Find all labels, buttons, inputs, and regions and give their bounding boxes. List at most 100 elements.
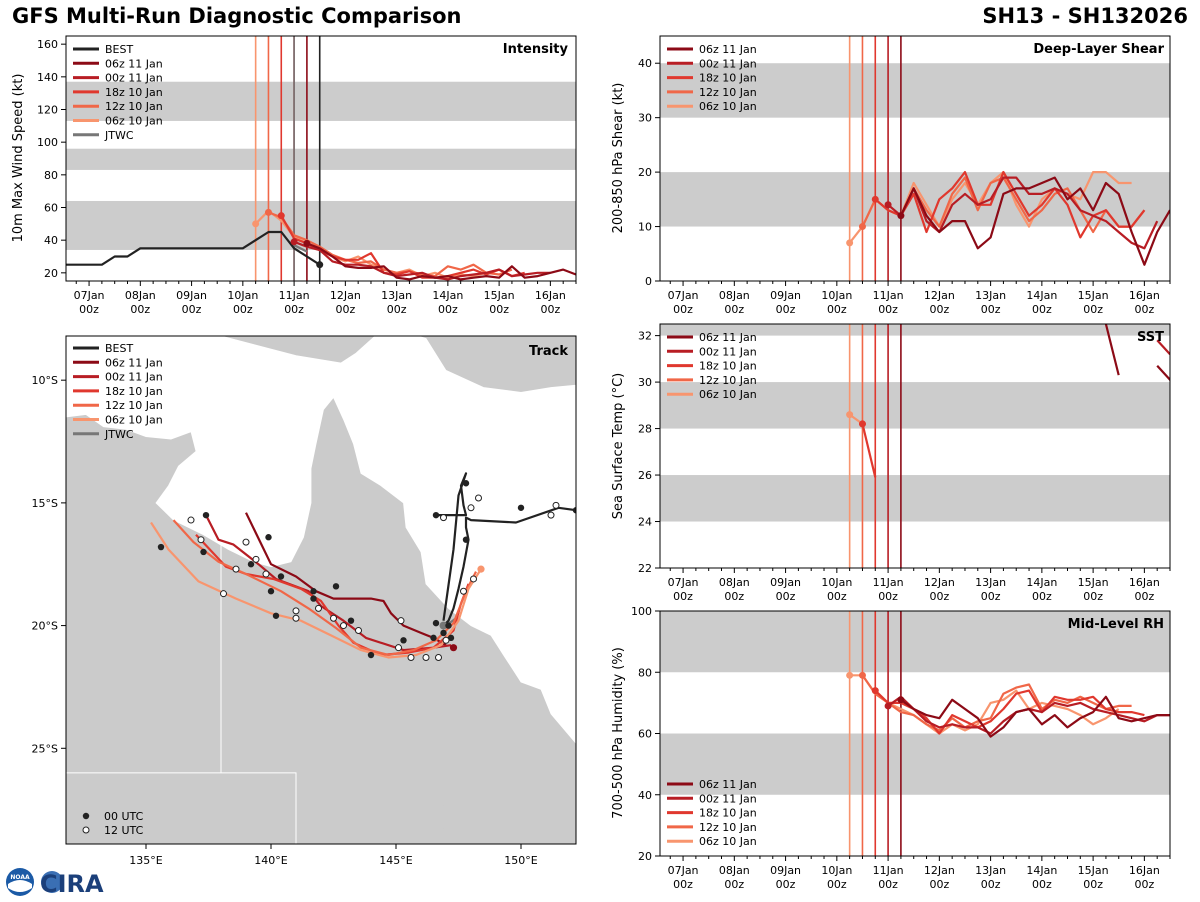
shear-legend-label-4: 06z 10 Jan: [699, 100, 757, 113]
track-point-00utc: [332, 583, 340, 590]
rh-series-1: [861, 674, 1132, 732]
shear-legend-label-3: 12z 10 Jan: [699, 86, 757, 99]
shear-plot-area: [659, 35, 1171, 282]
track-point-12utc: [460, 587, 467, 595]
sst-series-3: [1156, 339, 1170, 355]
intensity-series-0: [66, 230, 321, 266]
rh-xtick-sublabel-5: 00z: [929, 878, 949, 891]
track-point-12utc: [422, 653, 430, 661]
shear-xtick-label-9: 16Jan: [1129, 289, 1160, 302]
track-point-12utc: [552, 501, 560, 509]
intensity-ytick-label-1: 40: [44, 234, 58, 247]
track-legend-label-0: BEST: [105, 342, 133, 355]
rh-xtick-sublabel-2: 00z: [776, 878, 796, 891]
track-point-00utc: [277, 573, 285, 580]
track-ytick-label-0: 10°S: [32, 374, 58, 387]
track-point-00utc: [157, 543, 165, 551]
sst-xtick-sublabel-8: 00z: [1083, 590, 1103, 603]
rh-xtick-label-4: 11Jan: [873, 864, 904, 877]
intensity-ytick-label-4: 100: [37, 136, 58, 149]
intensity-ytick-label-0: 20: [44, 267, 58, 280]
rh-xtick-sublabel-1: 00z: [724, 878, 744, 891]
shear-xtick-sublabel-6: 00z: [981, 303, 1001, 316]
intensity-legend-label-3: 18z 10 Jan: [105, 86, 163, 99]
shear-xtick-label-4: 11Jan: [873, 289, 904, 302]
rh-xtick-label-2: 09Jan: [770, 864, 801, 877]
rh-series-0: [849, 674, 1120, 735]
intensity-series-end-0: [316, 261, 324, 269]
sst-xtick-label-0: 07Jan: [668, 576, 699, 589]
track-point-12utc: [440, 514, 447, 522]
rh-series-start-2: [871, 687, 879, 695]
track-point-12utc: [197, 536, 205, 544]
sst-xtick-sublabel-9: 00z: [1134, 590, 1154, 603]
intensity-xtick-label-4: 11Jan: [279, 289, 310, 302]
rh-ytick-label-0: 20: [638, 850, 652, 863]
intensity-legend-label-5: 06z 10 Jan: [105, 115, 163, 128]
sst-xtick-label-4: 11Jan: [873, 576, 904, 589]
track-legend-label-1: 06z 11 Jan: [105, 356, 163, 369]
shear-xtick-sublabel-0: 00z: [673, 303, 693, 316]
sst-legend-label-2: 18z 10 Jan: [699, 360, 757, 373]
sst-band-2: [660, 324, 1170, 336]
rh-ytick-label-3: 80: [638, 666, 652, 679]
intensity-series-start-5: [290, 238, 298, 246]
state-border-south: [66, 772, 297, 844]
shear-xtick-sublabel-2: 00z: [776, 303, 796, 316]
sst-xtick-label-8: 15Jan: [1078, 576, 1109, 589]
intensity-panel: Intensity 10m Max Wind Speed (kt) 07Jan0…: [11, 35, 577, 316]
intensity-xtick-sublabel-4: 00z: [284, 303, 304, 316]
page-title: GFS Multi-Run Diagnostic Comparison: [12, 4, 462, 28]
rh-xtick-sublabel-0: 00z: [673, 878, 693, 891]
intensity-xtick-label-0: 07Jan: [74, 289, 105, 302]
intensity-series-6: [306, 242, 576, 281]
rh-xtick-label-0: 07Jan: [668, 864, 699, 877]
intensity-xtick-label-9: 16Jan: [535, 289, 566, 302]
sst-ytick-label-5: 32: [638, 330, 652, 343]
track-line-0: [442, 506, 576, 627]
rh-legend-label-0: 06z 11 Jan: [699, 778, 757, 791]
rh-legend-label-3: 12z 10 Jan: [699, 821, 757, 834]
shear-xtick-sublabel-5: 00z: [929, 303, 949, 316]
track-line-7: [150, 521, 482, 659]
rh-xtick-label-5: 12Jan: [924, 864, 955, 877]
sst-series-start-0: [846, 411, 854, 419]
track-point-12utc: [547, 511, 555, 519]
rh-legend-label-1: 00z 11 Jan: [699, 792, 757, 805]
rh-band-1: [660, 611, 1170, 673]
track-point-00utc: [265, 534, 272, 541]
track-point-00utc: [400, 637, 407, 644]
track-point-00utc: [462, 480, 470, 487]
track-point-12utc: [292, 614, 300, 622]
shear-legend-label-0: 06z 11 Jan: [699, 43, 757, 56]
intensity-ylabel: 10m Max Wind Speed (kt): [11, 74, 26, 243]
intensity-xtick-sublabel-0: 00z: [79, 303, 99, 316]
shear-ytick-label-1: 10: [638, 221, 652, 234]
track-point-00utc: [430, 634, 437, 642]
shear-series-start-4: [897, 212, 905, 220]
intensity-ytick-label-7: 160: [37, 38, 58, 51]
shear-ylabel: 200-850 hPa Shear (kt): [611, 83, 626, 234]
intensity-band-0: [66, 200, 576, 250]
track-point-00utc: [462, 536, 470, 543]
intensity-series-start-4: [277, 212, 285, 220]
shear-xtick-label-7: 14Jan: [1026, 289, 1057, 302]
shear-xtick-label-6: 13Jan: [975, 289, 1006, 302]
track-legend-label-3: 18z 10 Jan: [105, 385, 163, 398]
rh-xtick-label-6: 13Jan: [975, 864, 1006, 877]
track-point-12utc: [232, 565, 240, 573]
track-point-12utc: [315, 604, 322, 612]
track-title: Track: [529, 344, 568, 359]
shear-series-2: [874, 171, 1146, 239]
intensity-series-start-3: [264, 208, 272, 216]
intensity-xtick-label-8: 15Jan: [484, 289, 515, 302]
intensity-ytick-label-6: 140: [37, 71, 58, 84]
intensity-legend-label-1: 06z 11 Jan: [105, 57, 163, 70]
sst-ytick-label-3: 28: [638, 423, 652, 436]
rh-xtick-sublabel-7: 00z: [1032, 878, 1052, 891]
marker-legend-12utc-label: 12 UTC: [104, 824, 144, 837]
papua-new-guinea-landmass: [220, 336, 576, 393]
